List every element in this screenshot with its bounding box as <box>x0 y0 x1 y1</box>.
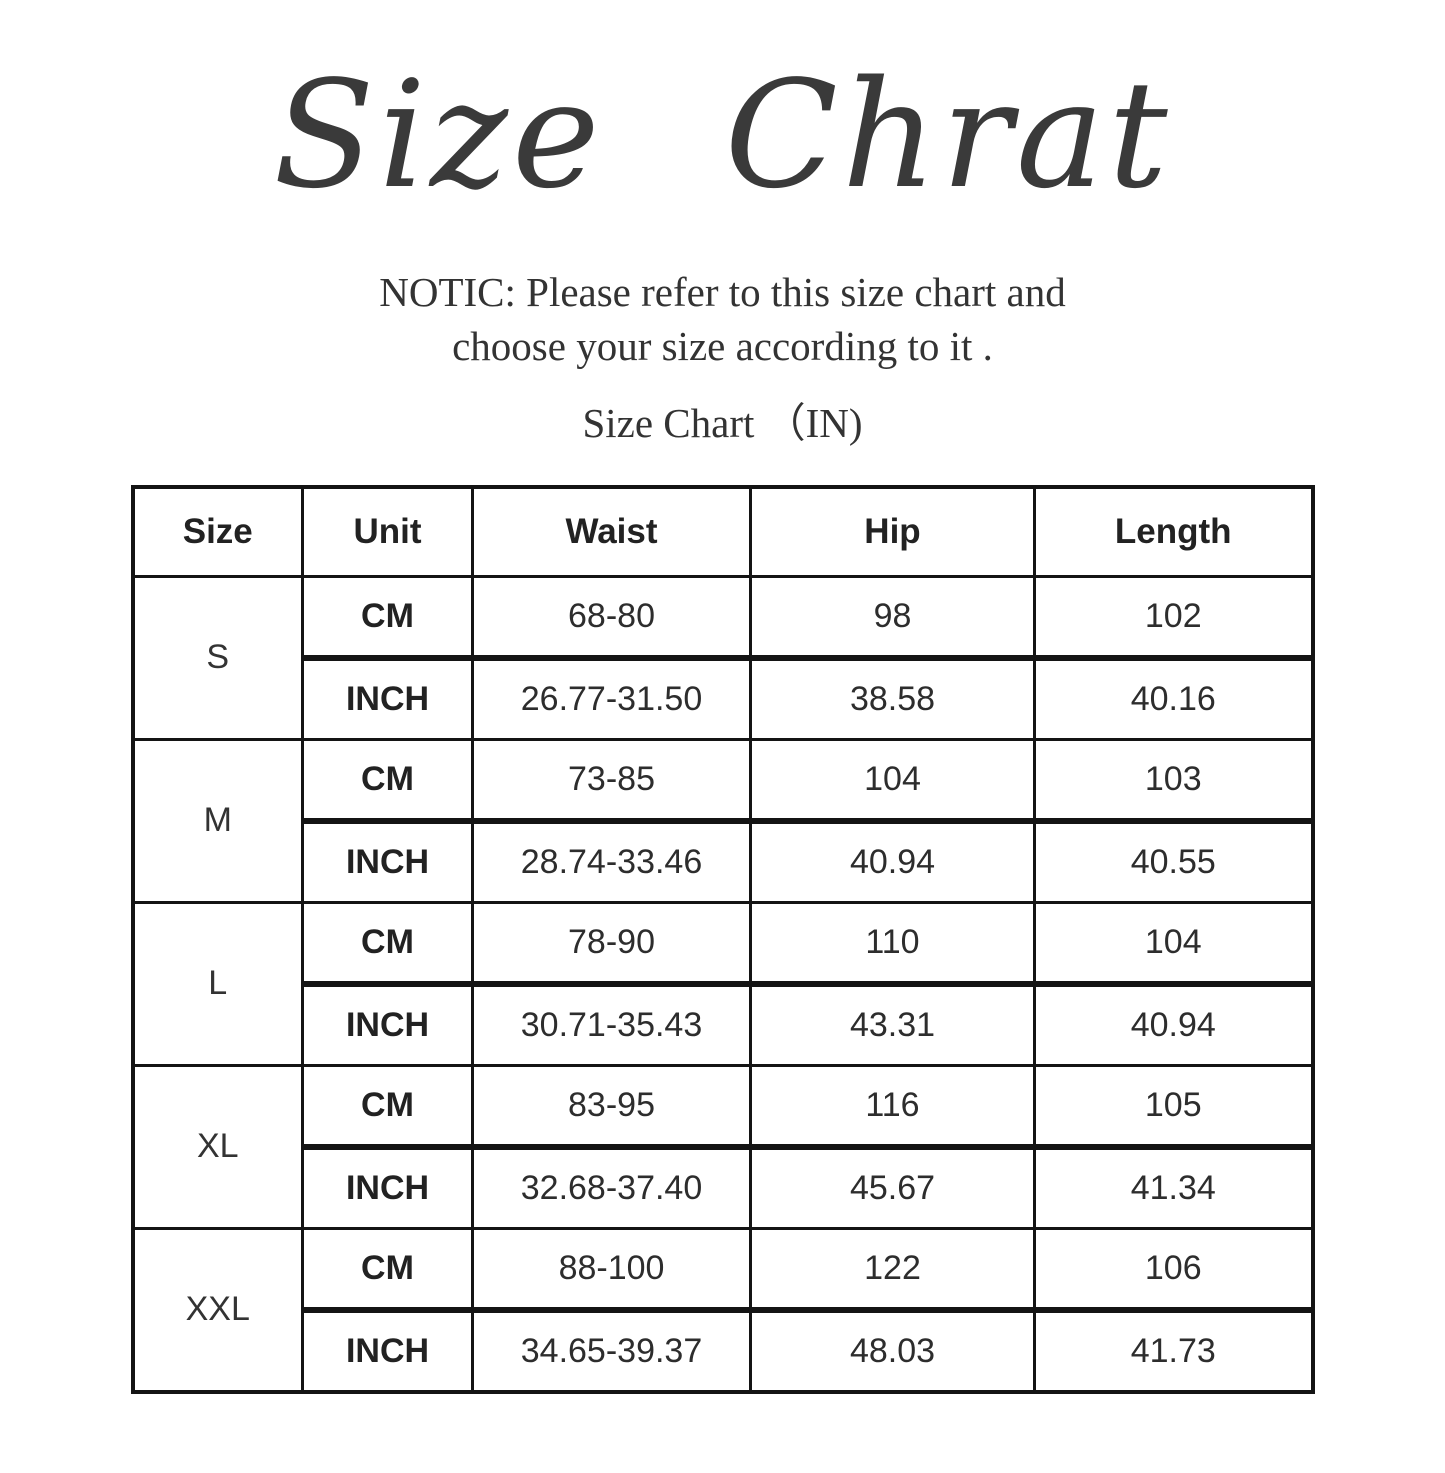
length-cell: 41.73 <box>1033 1306 1314 1394</box>
unit-cell: CM <box>301 1226 474 1312</box>
waist-cell: 34.65-39.37 <box>471 1306 752 1394</box>
length-cell: 103 <box>1033 737 1314 823</box>
hip-cell: 98 <box>749 574 1036 660</box>
size-chart-page: Size Chrat NOTIC: Please refer to this s… <box>0 28 1445 1473</box>
unit-cell: CM <box>301 737 474 823</box>
hip-cell: 45.67 <box>749 1143 1036 1230</box>
header-length: Length <box>1033 485 1314 578</box>
hip-cell: 116 <box>749 1063 1036 1149</box>
size-chart-unit-subtitle: Size Chart （IN) <box>582 399 863 446</box>
header-hip: Hip <box>749 485 1036 578</box>
size-cell: XL <box>131 1063 304 1230</box>
waist-cell: 78-90 <box>471 900 752 986</box>
hip-cell: 38.58 <box>749 654 1036 741</box>
size-table: Size Unit Waist Hip Length S CM 68-80 98 102… <box>130 484 1315 1394</box>
unit-cell: INCH <box>301 817 474 904</box>
hip-cell: 48.03 <box>749 1306 1036 1394</box>
header-size: Size <box>131 485 304 578</box>
unit-cell: CM <box>301 1063 474 1149</box>
length-cell: 106 <box>1033 1226 1314 1312</box>
waist-cell: 83-95 <box>471 1063 752 1149</box>
length-cell: 105 <box>1033 1063 1314 1149</box>
hip-cell: 104 <box>749 737 1036 823</box>
notice-text: NOTIC: Please refer to this size chart a… <box>0 265 1445 373</box>
table-row: L CM 78-90 110 104 <box>131 900 1314 1067</box>
length-cell: 102 <box>1033 574 1314 660</box>
unit-cell: INCH <box>301 1306 474 1394</box>
waist-cell: 73-85 <box>471 737 752 823</box>
notice-line-2: choose your size according to it . <box>452 322 993 369</box>
table-row: S CM 68-80 98 102 <box>131 574 1314 741</box>
waist-cell: 26.77-31.50 <box>471 654 752 741</box>
header-waist: Waist <box>471 485 752 578</box>
table-row: INCH 32.68-37.40 45.67 41.34 <box>133 1143 1314 1230</box>
hip-cell: 40.94 <box>749 817 1036 904</box>
table-row: INCH 34.65-39.37 48.03 41.73 <box>133 1306 1314 1394</box>
length-cell: 40.55 <box>1033 817 1314 904</box>
length-cell: 40.94 <box>1033 980 1314 1067</box>
table-row: INCH 26.77-31.50 38.58 40.16 <box>133 654 1314 741</box>
unit-cell: INCH <box>301 654 474 741</box>
unit-cell: CM <box>301 900 474 986</box>
unit-cell: CM <box>301 574 474 660</box>
waist-cell: 28.74-33.46 <box>471 817 752 904</box>
waist-cell: 32.68-37.40 <box>471 1143 752 1230</box>
page-title: Size Chrat <box>273 49 1172 221</box>
notice-line-1: NOTIC: Please refer to this size chart a… <box>379 268 1066 315</box>
unit-cell: INCH <box>301 1143 474 1230</box>
table-row: INCH 28.74-33.46 40.94 40.55 <box>133 817 1314 904</box>
unit-cell: INCH <box>301 980 474 1067</box>
length-cell: 41.34 <box>1033 1143 1314 1230</box>
table-row: XXL CM 88-100 122 106 <box>131 1226 1314 1394</box>
waist-cell: 30.71-35.43 <box>471 980 752 1067</box>
header-unit: Unit <box>301 485 474 578</box>
table-row: XL CM 83-95 116 105 <box>131 1063 1314 1230</box>
hip-cell: 122 <box>749 1226 1036 1312</box>
table-header-row: Size Unit Waist Hip Length <box>131 485 1314 578</box>
table-row: INCH 30.71-35.43 43.31 40.94 <box>133 980 1314 1067</box>
size-cell: XXL <box>131 1226 304 1394</box>
hip-cell: 110 <box>749 900 1036 986</box>
size-cell: L <box>131 900 304 1067</box>
waist-cell: 68-80 <box>471 574 752 660</box>
table-row: M CM 73-85 104 103 <box>131 737 1314 904</box>
size-cell: S <box>131 574 304 741</box>
length-cell: 104 <box>1033 900 1314 986</box>
hip-cell: 43.31 <box>749 980 1036 1067</box>
waist-cell: 88-100 <box>471 1226 752 1312</box>
size-cell: M <box>131 737 304 904</box>
length-cell: 40.16 <box>1033 654 1314 741</box>
